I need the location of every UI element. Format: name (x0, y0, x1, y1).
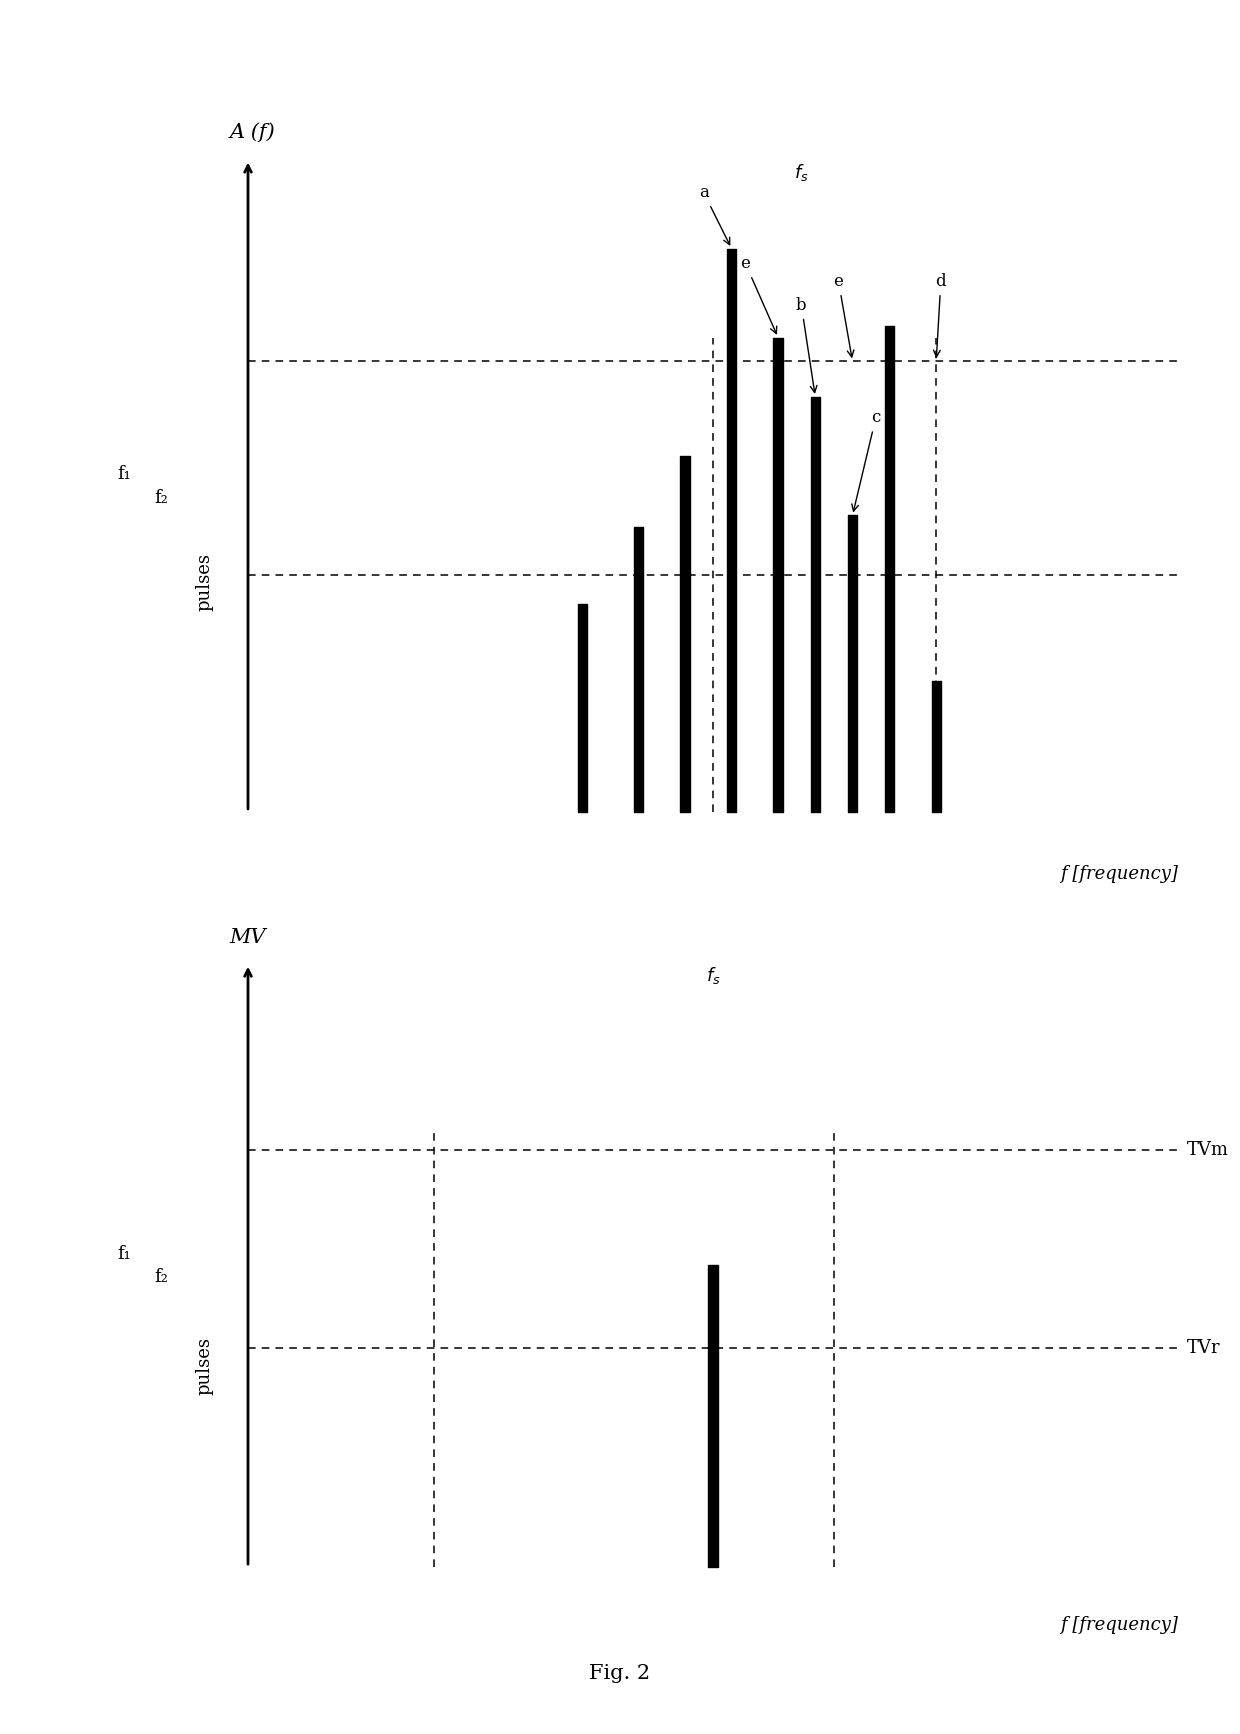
Text: TVr: TVr (1188, 1339, 1221, 1356)
Text: f [frequency]: f [frequency] (1060, 1616, 1178, 1635)
Text: TVm: TVm (1188, 1141, 1229, 1160)
Text: d: d (934, 274, 946, 357)
Text: pulses: pulses (196, 553, 213, 612)
Text: Fig. 2: Fig. 2 (589, 1665, 651, 1682)
Text: f₁: f₁ (117, 1245, 131, 1264)
Text: f₂: f₂ (154, 489, 169, 506)
Text: $f_s$: $f_s$ (706, 964, 720, 985)
Text: e: e (740, 255, 776, 333)
Text: f₁: f₁ (117, 465, 131, 482)
Text: e: e (833, 274, 854, 357)
Text: A (f): A (f) (229, 121, 275, 142)
Text: f [frequency]: f [frequency] (1060, 865, 1178, 883)
Text: pulses: pulses (196, 1337, 213, 1394)
Text: f₂: f₂ (154, 1268, 169, 1285)
Text: MV: MV (229, 928, 265, 947)
Text: a: a (699, 184, 729, 244)
Text: c: c (852, 409, 880, 512)
Text: $f_s$: $f_s$ (794, 163, 808, 184)
Text: b: b (796, 297, 817, 392)
